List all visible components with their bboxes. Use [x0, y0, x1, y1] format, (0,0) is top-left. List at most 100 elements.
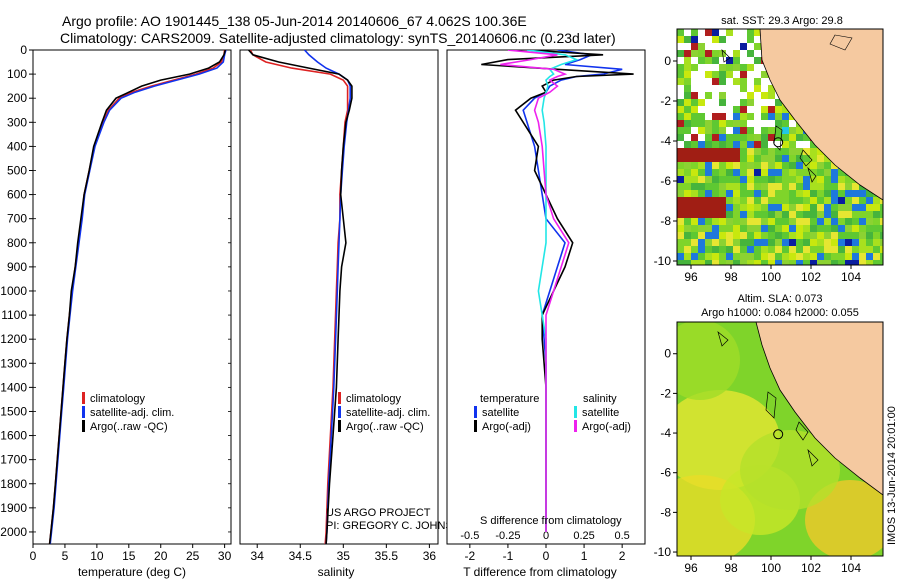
map-y-tick-label: -6	[660, 466, 671, 480]
sst-cell	[726, 253, 733, 260]
sst-cell	[852, 204, 859, 211]
sst-cell	[817, 197, 824, 204]
sst-cell	[803, 239, 810, 246]
sst-cell	[845, 190, 852, 197]
sst-cell	[719, 92, 726, 99]
sst-cell	[705, 190, 712, 197]
sst-cell	[705, 253, 712, 260]
s-difference-tick-label: 0.5	[615, 530, 630, 542]
sst-cell	[873, 253, 880, 260]
sst-cell	[880, 218, 883, 225]
sst-cell	[712, 218, 719, 225]
sst-cell	[789, 148, 796, 155]
sst-cell	[719, 190, 726, 197]
sst-cell	[789, 127, 796, 134]
island	[807, 166, 817, 183]
sst-cell	[677, 225, 684, 232]
sst-cell	[747, 239, 754, 246]
sst-cell	[810, 169, 817, 176]
depth-tick-label: 1400	[0, 380, 27, 394]
sst-cell	[733, 253, 740, 260]
sst-cell	[691, 113, 698, 120]
sst-cell	[677, 204, 684, 211]
legend-label-satellite: satellite-adj. clim.	[346, 407, 430, 419]
sst-cell	[684, 197, 691, 204]
sst-cell	[831, 253, 838, 260]
sst-cell	[873, 246, 880, 253]
sst-cell	[775, 183, 782, 190]
sla-blob	[677, 322, 740, 400]
sst-cell	[747, 50, 754, 57]
sst-cell	[712, 253, 719, 260]
sst-cell	[740, 85, 747, 92]
sst-cell	[712, 204, 719, 211]
sst-cell	[684, 239, 691, 246]
sst-cell	[768, 232, 775, 239]
sst-cell	[831, 183, 838, 190]
sst-cell	[789, 134, 796, 141]
sst-cell	[873, 232, 880, 239]
series-line	[500, 50, 570, 532]
sst-cell	[705, 239, 712, 246]
sst-cell	[796, 253, 803, 260]
island	[717, 331, 729, 347]
sst-cell	[768, 218, 775, 225]
legend-label-s-satellite: satellite	[582, 407, 619, 419]
sst-cell	[705, 218, 712, 225]
x-tick-label: 25	[186, 549, 200, 563]
map-x-tick-label: 102	[801, 561, 821, 575]
sst-cell	[712, 225, 719, 232]
sst-cell	[768, 197, 775, 204]
sst-cell	[761, 148, 768, 155]
sst-cell	[817, 260, 824, 265]
sst-cell	[733, 57, 740, 64]
sst-cell	[803, 183, 810, 190]
sst-cell	[831, 190, 838, 197]
sst-cell	[705, 232, 712, 239]
sst-cell	[747, 127, 754, 134]
sst-cell	[796, 246, 803, 253]
sst-cell	[831, 239, 838, 246]
sst-cell	[733, 106, 740, 113]
temperature-legend: climatology satellite-adj. clim. Argo(..…	[82, 392, 174, 433]
legend-label-satellite: satellite-adj. clim.	[90, 407, 174, 419]
sst-cell	[803, 218, 810, 225]
sst-cell	[831, 260, 838, 265]
sst-cell	[740, 162, 747, 169]
sst-cell	[768, 211, 775, 218]
sst-cell	[719, 176, 726, 183]
sst-cell	[698, 176, 705, 183]
sst-cell	[754, 190, 761, 197]
sst-cell	[705, 155, 712, 162]
sst-cell	[698, 57, 705, 64]
map-y-tick-label: -4	[660, 134, 671, 148]
sst-cell	[719, 120, 726, 127]
sst-cell	[831, 246, 838, 253]
sst-cell	[740, 253, 747, 260]
sst-cell	[824, 169, 831, 176]
sst-cell	[782, 113, 789, 120]
sst-cell	[740, 204, 747, 211]
sst-cell	[726, 29, 733, 36]
sst-cell	[859, 190, 866, 197]
sst-cell	[691, 169, 698, 176]
sst-cell	[698, 120, 705, 127]
x-tick-label: 2	[619, 549, 626, 563]
difference-lines	[481, 50, 634, 532]
sst-cell	[775, 260, 782, 265]
sst-cell	[726, 197, 733, 204]
sst-cell	[747, 141, 754, 148]
sst-cell	[719, 225, 726, 232]
sst-cell	[719, 71, 726, 78]
sst-cell	[740, 99, 747, 106]
header-line2: Climatology: CARS2009. Satellite-adjuste…	[60, 30, 616, 46]
sst-cell	[761, 162, 768, 169]
sst-cell	[698, 162, 705, 169]
sst-cell	[824, 211, 831, 218]
sst-cell	[733, 162, 740, 169]
sst-cell	[705, 57, 712, 64]
sst-cell	[796, 176, 803, 183]
sst-cell	[796, 148, 803, 155]
sst-cell	[747, 36, 754, 43]
legend-title-salinity: salinity	[583, 393, 617, 405]
